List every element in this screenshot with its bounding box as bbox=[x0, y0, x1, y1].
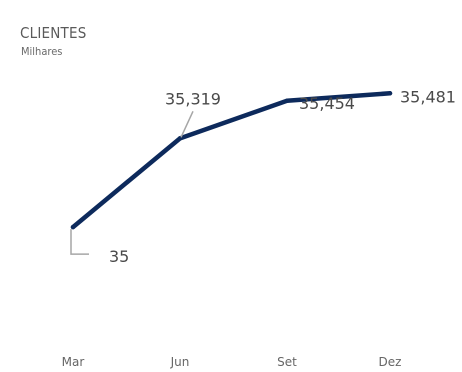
data-point bbox=[387, 91, 393, 96]
x-tick-label: Dez bbox=[379, 355, 402, 369]
data-label: 35 bbox=[109, 247, 129, 266]
leader-line bbox=[180, 111, 194, 138]
x-tick-label: Set bbox=[277, 355, 297, 369]
data-label: 35,319 bbox=[165, 89, 221, 108]
leader-line bbox=[70, 229, 89, 255]
data-label: 35,454 bbox=[299, 94, 355, 113]
chart-title: CLIENTES bbox=[20, 24, 87, 42]
data-point bbox=[284, 98, 290, 103]
series-line bbox=[70, 91, 393, 230]
data-label: 35,481 bbox=[400, 87, 456, 106]
data-point bbox=[70, 224, 76, 230]
x-tick-label: Jun bbox=[170, 355, 190, 369]
chart-subtitle: Milhares bbox=[21, 45, 63, 58]
x-tick-label: Mar bbox=[62, 355, 85, 369]
